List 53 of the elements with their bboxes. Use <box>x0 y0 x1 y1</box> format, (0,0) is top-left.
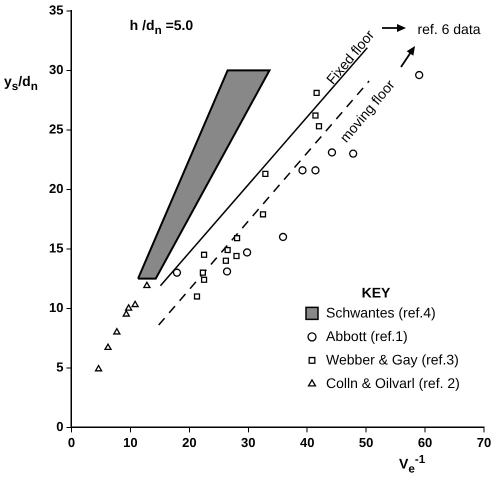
x-tick-label: 50 <box>358 434 374 450</box>
y-tick-label: 30 <box>48 62 64 77</box>
point <box>194 293 200 300</box>
x-tick-label: 0 <box>68 434 76 450</box>
point <box>200 252 208 258</box>
y-tick-label: 0 <box>56 418 64 434</box>
x-tick-label: 20 <box>182 434 197 450</box>
annotation: h /d$_{n}$ =5.0 <box>130 16 194 37</box>
point <box>316 123 322 130</box>
y-axis-title: y$_{s}$/d$_{n}$ <box>4 72 38 93</box>
y-tick-label: 35 <box>48 2 64 18</box>
y-tick-label: 25 <box>48 121 64 136</box>
legend-label: Schwantes (ref.4) <box>326 304 436 320</box>
y-tick-label: 5 <box>56 359 64 374</box>
point <box>415 70 424 80</box>
legend-label: Abbott (ref.1) <box>326 328 408 344</box>
point <box>298 166 307 174</box>
x-tick-label: 10 <box>123 434 138 450</box>
point <box>234 235 240 242</box>
point <box>233 252 240 260</box>
x-tick-label: 30 <box>241 434 256 450</box>
legend-label: Webber & Gay (ref.3) <box>326 351 459 368</box>
point <box>262 170 268 177</box>
point <box>143 282 151 288</box>
x-tick-label: 60 <box>418 434 432 450</box>
x-tick-label: 70 <box>476 434 492 450</box>
point <box>94 364 102 372</box>
point <box>104 344 112 350</box>
point <box>242 248 252 257</box>
point <box>260 211 266 218</box>
point <box>222 258 229 264</box>
point <box>278 232 288 242</box>
x-tick-label: 40 <box>300 434 314 450</box>
point <box>200 270 206 276</box>
y-tick-label: 10 <box>48 300 64 315</box>
legend-title: KEY <box>362 284 392 300</box>
point <box>113 328 121 335</box>
point <box>222 267 232 276</box>
point <box>311 166 320 174</box>
point <box>122 310 130 317</box>
point <box>224 246 231 254</box>
point <box>200 276 208 283</box>
point <box>328 148 336 157</box>
point <box>172 268 182 277</box>
point <box>314 90 320 96</box>
point <box>124 304 132 311</box>
point <box>312 112 319 119</box>
point <box>131 300 139 308</box>
y-tick-label: 20 <box>48 180 64 196</box>
y-tick-label: 15 <box>48 240 64 256</box>
legend-label: Colln & Oilvarl (ref. 2) <box>326 374 460 391</box>
point <box>349 149 358 158</box>
annotation: ref. 6 data <box>417 20 481 37</box>
